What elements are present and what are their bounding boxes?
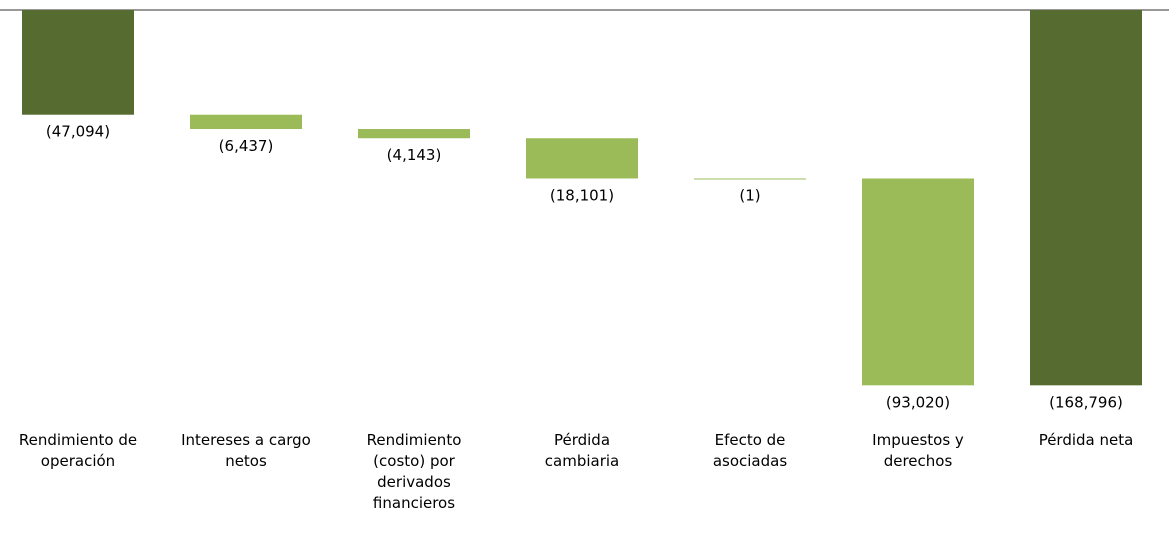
bar [526, 138, 638, 179]
bar [190, 114, 302, 130]
x-tick-label: Intereses a cargo netos [181, 431, 311, 470]
value-label: (6,437) [219, 137, 274, 155]
x-tick-label: Impuestos y derechos [872, 431, 964, 470]
value-label: (47,094) [46, 123, 110, 141]
bar [694, 178, 806, 180]
value-label: (1) [739, 186, 760, 204]
x-tick-label: Pérdida neta [1038, 431, 1134, 449]
value-label: (168,796) [1049, 393, 1123, 411]
value-label: (4,143) [387, 146, 442, 164]
x-tick-label: Efecto de asociadas [712, 431, 788, 470]
bar [22, 10, 134, 115]
x-tick-label: Pérdida cambiaria [544, 431, 620, 470]
bar [1030, 10, 1142, 386]
bar [862, 178, 974, 386]
x-tick-label: Rendimiento de operación [18, 431, 138, 470]
value-label: (18,101) [550, 186, 614, 204]
x-tick-label: Rendimiento (costo) por derivados financ… [366, 431, 462, 512]
bar [358, 129, 470, 139]
value-label: (93,020) [886, 393, 950, 411]
